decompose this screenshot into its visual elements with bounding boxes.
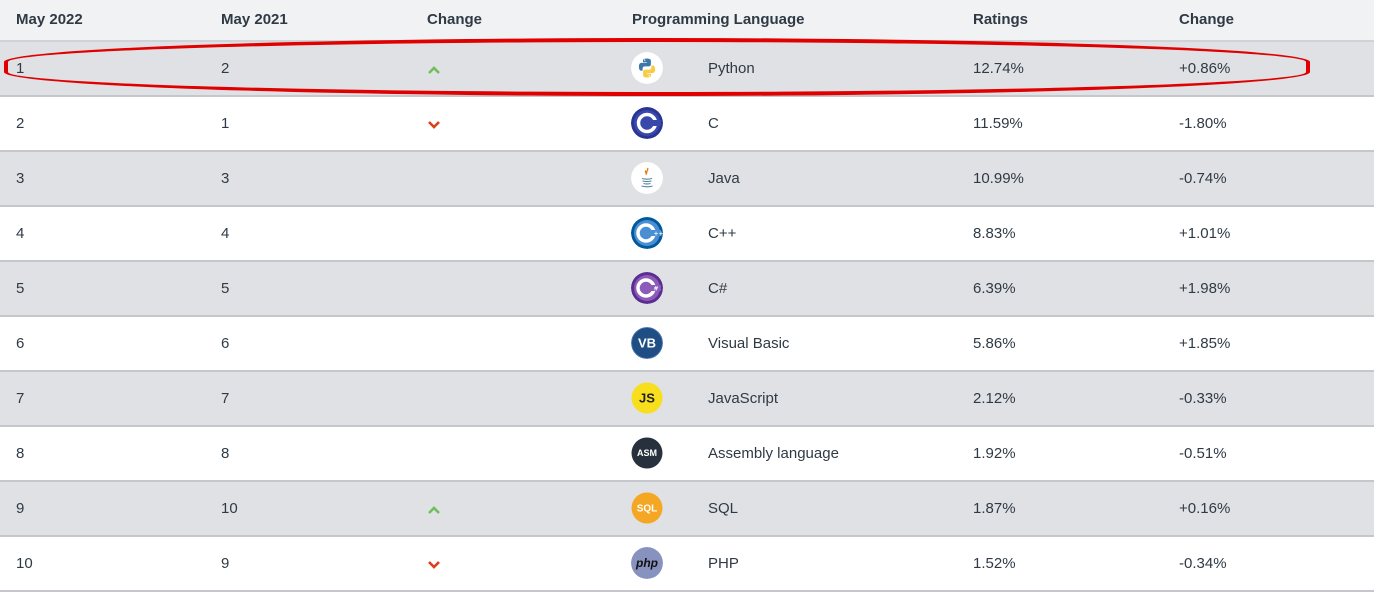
language-name[interactable]: C [708, 115, 719, 132]
csharp-logo-icon: # [631, 272, 663, 304]
table-row[interactable]: 1 2 Python 12.74% +0.86% [0, 42, 1374, 97]
sql-logo-icon: SQL [631, 492, 663, 524]
change-value: +0.86% [1179, 60, 1231, 77]
table-row[interactable]: 5 5 # C# 6.39% +1.98% [0, 262, 1374, 317]
logo-text: VB [638, 336, 656, 351]
rank-may-2021: 3 [221, 170, 230, 187]
change-value: -0.51% [1179, 445, 1227, 462]
table-body: 1 2 Python 12.74% +0.86% 2 1 C 11.59% -1.80% 3 3 Jav… [0, 42, 1374, 592]
rank-may-2021: 5 [221, 280, 230, 297]
language-name[interactable]: C++ [708, 225, 737, 242]
table-row[interactable]: 3 3 Java 10.99% -0.74% [0, 152, 1374, 207]
asm-logo-icon: ASM [631, 437, 663, 469]
language-name[interactable]: Java [708, 170, 740, 187]
logo-text: JS [639, 391, 655, 406]
vb-logo-icon: VB [631, 327, 663, 359]
js-logo-icon: JS [631, 382, 663, 414]
header-programming-language[interactable]: Programming Language [632, 11, 805, 28]
cpp-logo-icon: ++ [631, 217, 663, 249]
java-logo-icon [631, 162, 663, 194]
rating-value: 6.39% [973, 280, 1016, 297]
rating-value: 8.83% [973, 225, 1016, 242]
change-value: +1.98% [1179, 280, 1231, 297]
rank-may-2022: 4 [16, 225, 25, 242]
language-name[interactable]: Assembly language [708, 445, 839, 462]
language-name[interactable]: SQL [708, 500, 739, 517]
table-header: May 2022 May 2021 Change Programming Lan… [0, 0, 1374, 42]
language-name[interactable]: JavaScript [708, 390, 779, 407]
rank-may-2022: 8 [16, 445, 25, 462]
rank-may-2021: 6 [221, 335, 230, 352]
rank-may-2022: 2 [16, 115, 25, 132]
rank-may-2022: 6 [16, 335, 25, 352]
svg-text:++: ++ [654, 231, 664, 238]
language-name[interactable]: Python [708, 60, 755, 77]
rank-may-2021: 7 [221, 390, 230, 407]
change-value: +1.01% [1179, 225, 1231, 242]
change-value: -0.33% [1179, 390, 1227, 407]
table-row[interactable]: 4 4 ++ C++ 8.83% +1.01% [0, 207, 1374, 262]
table-row[interactable]: 8 8 ASM Assembly language 1.92% -0.51% [0, 427, 1374, 482]
header-change[interactable]: Change [427, 11, 483, 28]
logo-text: php [635, 556, 658, 570]
language-name[interactable]: C# [708, 280, 728, 297]
rank-may-2021: 10 [221, 500, 238, 517]
python-logo-icon [631, 52, 663, 84]
rank-may-2022: 5 [16, 280, 25, 297]
change-value: -1.80% [1179, 115, 1227, 132]
change-value: -0.74% [1179, 170, 1227, 187]
trend-down-arrow-icon [427, 557, 441, 569]
rating-value: 1.52% [973, 555, 1016, 572]
rank-may-2022: 9 [16, 500, 25, 517]
table-row[interactable]: 9 10 SQL SQL 1.87% +0.16% [0, 482, 1374, 537]
rating-value: 5.86% [973, 335, 1016, 352]
rank-may-2022: 7 [16, 390, 25, 407]
rating-value: 2.12% [973, 390, 1016, 407]
rank-may-2022: 10 [16, 555, 33, 572]
table-row[interactable]: 10 9 php PHP 1.52% -0.34% [0, 537, 1374, 592]
trend-down-arrow-icon [427, 117, 441, 129]
change-value: -0.34% [1179, 555, 1227, 572]
header-may-2022[interactable]: May 2022 [16, 11, 83, 28]
rating-value: 10.99% [973, 170, 1024, 187]
table-row[interactable]: 2 1 C 11.59% -1.80% [0, 97, 1374, 152]
trend-up-arrow-icon [427, 502, 441, 514]
change-value: +0.16% [1179, 500, 1231, 517]
table-row[interactable]: 6 6 VB Visual Basic 5.86% +1.85% [0, 317, 1374, 372]
language-name[interactable]: Visual Basic [708, 335, 790, 352]
rating-value: 1.92% [973, 445, 1016, 462]
header-may-2021[interactable]: May 2021 [221, 11, 288, 28]
logo-text: SQL [637, 504, 658, 515]
rank-may-2021: 4 [221, 225, 230, 242]
rank-may-2021: 1 [221, 115, 230, 132]
trend-up-arrow-icon [427, 62, 441, 74]
rating-value: 11.59% [973, 115, 1023, 132]
php-logo-icon: php [631, 547, 663, 579]
table-row[interactable]: 7 7 JS JavaScript 2.12% -0.33% [0, 372, 1374, 427]
rating-value: 12.74% [973, 60, 1024, 77]
change-value: +1.85% [1179, 335, 1231, 352]
rank-may-2022: 1 [16, 60, 25, 77]
header-ratings[interactable]: Ratings [973, 11, 1029, 28]
rank-may-2022: 3 [16, 170, 25, 187]
rating-value: 1.87% [973, 500, 1016, 517]
rank-may-2021: 8 [221, 445, 230, 462]
rank-may-2021: 2 [221, 60, 230, 77]
language-name[interactable]: PHP [708, 555, 739, 572]
rank-may-2021: 9 [221, 555, 230, 572]
logo-text: ASM [637, 448, 657, 458]
svg-text:#: # [654, 286, 659, 293]
header-change-percent[interactable]: Change [1179, 11, 1235, 28]
c-logo-icon [631, 107, 663, 139]
